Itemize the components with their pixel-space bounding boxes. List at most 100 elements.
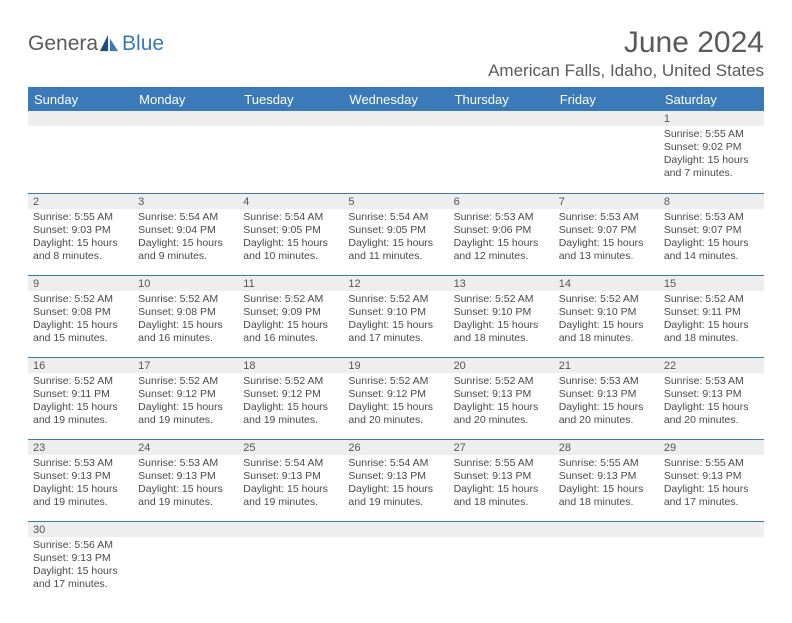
day-cell: 15Sunrise: 5:52 AMSunset: 9:11 PMDayligh…: [659, 275, 764, 357]
daylight-line: Daylight: 15 hours and 19 minutes.: [138, 401, 233, 427]
day-body: Sunrise: 5:52 AMSunset: 9:13 PMDaylight:…: [449, 373, 554, 432]
day-body: Sunrise: 5:55 AMSunset: 9:13 PMDaylight:…: [659, 455, 764, 514]
daylight-line: Daylight: 15 hours and 15 minutes.: [33, 319, 128, 345]
day-body: Sunrise: 5:52 AMSunset: 9:12 PMDaylight:…: [238, 373, 343, 432]
day-body: Sunrise: 5:53 AMSunset: 9:13 PMDaylight:…: [28, 455, 133, 514]
day-number: 3: [133, 194, 238, 209]
day-number: 5: [343, 194, 448, 209]
day-header: Friday: [554, 87, 659, 111]
day-header: Wednesday: [343, 87, 448, 111]
day-body: Sunrise: 5:52 AMSunset: 9:12 PMDaylight:…: [343, 373, 448, 432]
daylight-line: Daylight: 15 hours and 16 minutes.: [138, 319, 233, 345]
day-cell: 29Sunrise: 5:55 AMSunset: 9:13 PMDayligh…: [659, 439, 764, 521]
day-body: Sunrise: 5:55 AMSunset: 9:03 PMDaylight:…: [28, 209, 133, 268]
sunset-line: Sunset: 9:03 PM: [33, 224, 128, 237]
day-cell: 19Sunrise: 5:52 AMSunset: 9:12 PMDayligh…: [343, 357, 448, 439]
day-number: 28: [554, 440, 659, 455]
week-row: 30Sunrise: 5:56 AMSunset: 9:13 PMDayligh…: [28, 521, 764, 603]
sunset-line: Sunset: 9:11 PM: [664, 306, 759, 319]
day-number: 12: [343, 276, 448, 291]
daylight-line: Daylight: 15 hours and 18 minutes.: [454, 319, 549, 345]
daylight-line: Daylight: 15 hours and 20 minutes.: [559, 401, 654, 427]
empty-day-number: [28, 111, 133, 126]
sunrise-line: Sunrise: 5:52 AM: [243, 375, 338, 388]
sunset-line: Sunset: 9:13 PM: [243, 470, 338, 483]
day-cell: [343, 521, 448, 603]
sunrise-line: Sunrise: 5:52 AM: [348, 293, 443, 306]
daylight-line: Daylight: 15 hours and 19 minutes.: [33, 401, 128, 427]
daylight-line: Daylight: 15 hours and 18 minutes.: [664, 319, 759, 345]
day-body: Sunrise: 5:52 AMSunset: 9:08 PMDaylight:…: [28, 291, 133, 350]
sunset-line: Sunset: 9:05 PM: [243, 224, 338, 237]
sunset-line: Sunset: 9:04 PM: [138, 224, 233, 237]
day-cell: 7Sunrise: 5:53 AMSunset: 9:07 PMDaylight…: [554, 193, 659, 275]
day-number: 4: [238, 194, 343, 209]
daylight-line: Daylight: 15 hours and 12 minutes.: [454, 237, 549, 263]
day-header: Tuesday: [238, 87, 343, 111]
day-body: Sunrise: 5:54 AMSunset: 9:05 PMDaylight:…: [343, 209, 448, 268]
daylight-line: Daylight: 15 hours and 8 minutes.: [33, 237, 128, 263]
day-body: Sunrise: 5:53 AMSunset: 9:07 PMDaylight:…: [554, 209, 659, 268]
sunset-line: Sunset: 9:13 PM: [33, 552, 128, 565]
day-body: Sunrise: 5:53 AMSunset: 9:13 PMDaylight:…: [659, 373, 764, 432]
week-row: 2Sunrise: 5:55 AMSunset: 9:03 PMDaylight…: [28, 193, 764, 275]
day-cell: [449, 111, 554, 193]
sunset-line: Sunset: 9:12 PM: [138, 388, 233, 401]
sunrise-line: Sunrise: 5:54 AM: [243, 211, 338, 224]
day-cell: 11Sunrise: 5:52 AMSunset: 9:09 PMDayligh…: [238, 275, 343, 357]
sunset-line: Sunset: 9:12 PM: [348, 388, 443, 401]
sunrise-line: Sunrise: 5:52 AM: [243, 293, 338, 306]
day-body: Sunrise: 5:52 AMSunset: 9:10 PMDaylight:…: [449, 291, 554, 350]
sunset-line: Sunset: 9:12 PM: [243, 388, 338, 401]
day-cell: 9Sunrise: 5:52 AMSunset: 9:08 PMDaylight…: [28, 275, 133, 357]
day-header: Thursday: [449, 87, 554, 111]
sunset-line: Sunset: 9:13 PM: [454, 388, 549, 401]
day-number: 19: [343, 358, 448, 373]
calendar-page: Genera Blue June 2024 American Falls, Id…: [0, 0, 792, 623]
day-number: 18: [238, 358, 343, 373]
sunset-line: Sunset: 9:02 PM: [664, 141, 759, 154]
day-cell: [133, 521, 238, 603]
day-number: 14: [554, 276, 659, 291]
day-cell: 5Sunrise: 5:54 AMSunset: 9:05 PMDaylight…: [343, 193, 448, 275]
sunset-line: Sunset: 9:13 PM: [559, 388, 654, 401]
day-number: 8: [659, 194, 764, 209]
day-cell: 3Sunrise: 5:54 AMSunset: 9:04 PMDaylight…: [133, 193, 238, 275]
title-block: June 2024 American Falls, Idaho, United …: [488, 26, 764, 81]
day-cell: [238, 521, 343, 603]
daylight-line: Daylight: 15 hours and 18 minutes.: [454, 483, 549, 509]
sunrise-line: Sunrise: 5:52 AM: [138, 375, 233, 388]
day-header: Saturday: [659, 87, 764, 111]
day-number: 16: [28, 358, 133, 373]
day-number: 26: [343, 440, 448, 455]
day-header: Sunday: [28, 87, 133, 111]
daylight-line: Daylight: 15 hours and 19 minutes.: [243, 401, 338, 427]
day-cell: 2Sunrise: 5:55 AMSunset: 9:03 PMDaylight…: [28, 193, 133, 275]
sunset-line: Sunset: 9:10 PM: [454, 306, 549, 319]
daylight-line: Daylight: 15 hours and 11 minutes.: [348, 237, 443, 263]
sunrise-line: Sunrise: 5:54 AM: [348, 211, 443, 224]
logo-text-1: Genera: [28, 32, 98, 56]
day-body: Sunrise: 5:54 AMSunset: 9:05 PMDaylight:…: [238, 209, 343, 268]
week-row: 9Sunrise: 5:52 AMSunset: 9:08 PMDaylight…: [28, 275, 764, 357]
day-body: Sunrise: 5:54 AMSunset: 9:04 PMDaylight:…: [133, 209, 238, 268]
daylight-line: Daylight: 15 hours and 20 minutes.: [454, 401, 549, 427]
logo-text-2: Blue: [122, 32, 164, 56]
daylight-line: Daylight: 15 hours and 17 minutes.: [33, 565, 128, 591]
week-row: 1Sunrise: 5:55 AMSunset: 9:02 PMDaylight…: [28, 111, 764, 193]
month-title: June 2024: [488, 26, 764, 59]
day-cell: 28Sunrise: 5:55 AMSunset: 9:13 PMDayligh…: [554, 439, 659, 521]
day-number: 10: [133, 276, 238, 291]
day-cell: 30Sunrise: 5:56 AMSunset: 9:13 PMDayligh…: [28, 521, 133, 603]
sunrise-line: Sunrise: 5:52 AM: [454, 293, 549, 306]
day-cell: 23Sunrise: 5:53 AMSunset: 9:13 PMDayligh…: [28, 439, 133, 521]
sunset-line: Sunset: 9:11 PM: [33, 388, 128, 401]
daylight-line: Daylight: 15 hours and 20 minutes.: [348, 401, 443, 427]
day-body: Sunrise: 5:54 AMSunset: 9:13 PMDaylight:…: [238, 455, 343, 514]
sunrise-line: Sunrise: 5:52 AM: [33, 293, 128, 306]
sunrise-line: Sunrise: 5:53 AM: [664, 211, 759, 224]
day-cell: 18Sunrise: 5:52 AMSunset: 9:12 PMDayligh…: [238, 357, 343, 439]
day-body: Sunrise: 5:54 AMSunset: 9:13 PMDaylight:…: [343, 455, 448, 514]
sunset-line: Sunset: 9:10 PM: [348, 306, 443, 319]
daylight-line: Daylight: 15 hours and 19 minutes.: [33, 483, 128, 509]
